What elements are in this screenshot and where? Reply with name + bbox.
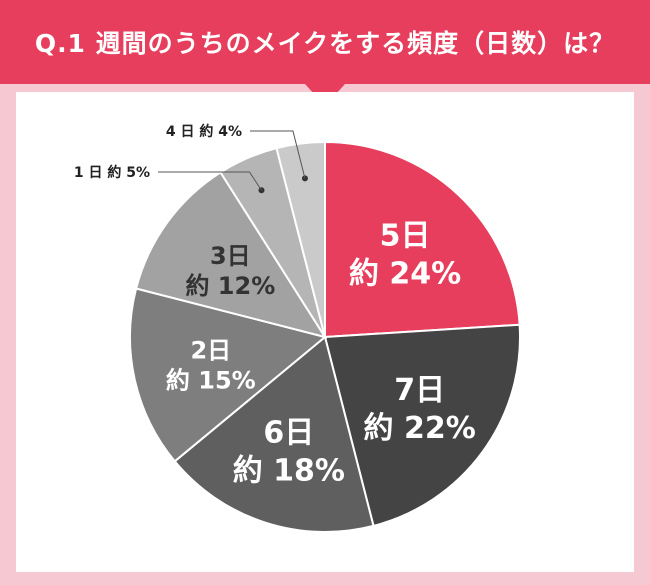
pie-slice-4days bbox=[275, 140, 326, 338]
callout-leader-line bbox=[250, 130, 306, 179]
pie-slice-3days bbox=[134, 170, 328, 339]
chart-title: Q.1 週間のうちのメイクをする頻度（日数）は？ bbox=[0, 0, 650, 84]
pie-slice-7days bbox=[323, 323, 521, 528]
slice-percent-label: 約 12% bbox=[185, 272, 275, 300]
slice-percent-label: 約 15% bbox=[166, 367, 256, 395]
slice-percent-label: 約 22% bbox=[364, 411, 476, 446]
callout-label: 1 日 約 5% bbox=[74, 164, 150, 181]
slice-percent-label: 約 24% bbox=[349, 257, 461, 292]
pie-slice-5days bbox=[324, 140, 521, 339]
pie-slice-2days bbox=[129, 287, 328, 463]
callout-leader-line bbox=[158, 171, 262, 191]
slice-day-label: 3日 bbox=[210, 242, 251, 270]
slice-day-label: 2日 bbox=[190, 337, 231, 365]
slice-day-label: 5日 bbox=[380, 219, 431, 254]
callout-label: 4 日 約 4% bbox=[166, 123, 242, 140]
pie-slice-6days bbox=[173, 335, 375, 533]
slice-day-label: 7日 bbox=[394, 373, 445, 408]
slice-percent-label: 約 18% bbox=[233, 453, 345, 488]
slice-day-label: 6日 bbox=[263, 415, 314, 450]
